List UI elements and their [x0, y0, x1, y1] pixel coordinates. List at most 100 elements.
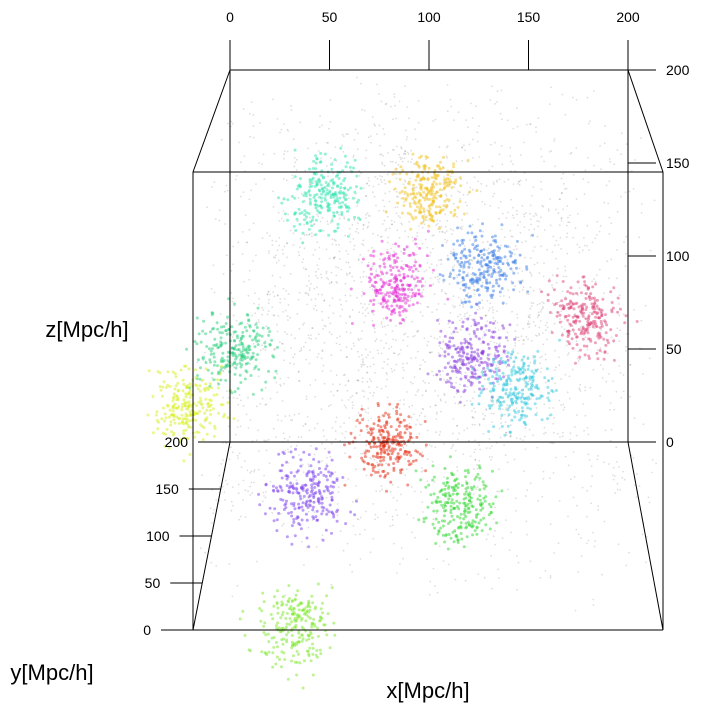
structure-point — [579, 304, 583, 308]
particle-point — [416, 235, 419, 238]
structure-point — [506, 363, 510, 367]
structure-point — [391, 435, 395, 439]
structure-point — [496, 398, 500, 402]
particle-point — [435, 411, 438, 414]
particle-point — [340, 303, 342, 306]
particle-point — [283, 157, 285, 160]
structure-point — [480, 234, 484, 238]
structure-point — [311, 215, 315, 219]
structure-point — [547, 391, 550, 395]
particle-point — [383, 205, 386, 208]
particle-point — [415, 186, 418, 189]
particle-point — [264, 349, 267, 351]
particle-point — [466, 193, 469, 196]
structure-point — [467, 357, 471, 361]
structure-point — [480, 352, 484, 356]
particle-point — [515, 209, 518, 212]
structure-point — [411, 197, 415, 201]
structure-point — [379, 459, 383, 463]
structure-point — [474, 334, 478, 338]
particle-point — [232, 314, 235, 317]
particle-point — [615, 390, 618, 393]
particle-point — [579, 383, 582, 386]
particle-point — [345, 346, 348, 349]
structure-point — [362, 292, 366, 296]
structure-point — [451, 369, 454, 373]
structure-point — [216, 327, 220, 331]
particle-point — [360, 281, 363, 283]
structure-point — [408, 268, 412, 272]
particle-point — [517, 182, 519, 185]
particle-point — [273, 348, 275, 351]
structure-point — [579, 291, 583, 295]
particle-point — [504, 374, 507, 377]
particle-point — [523, 213, 525, 216]
particle-point — [426, 305, 429, 308]
structure-point — [442, 178, 446, 182]
particle-point — [393, 96, 396, 98]
particle-point — [334, 256, 336, 258]
structure-point — [392, 292, 396, 296]
particle-point — [286, 150, 289, 153]
particle-point — [224, 479, 227, 482]
structure-point — [147, 369, 151, 373]
particle-point — [245, 241, 248, 244]
structure-point — [172, 404, 175, 408]
particle-point — [400, 547, 403, 549]
particle-point — [323, 435, 325, 438]
structure-point — [166, 404, 170, 408]
particle-point — [372, 537, 375, 540]
structure-point — [176, 389, 180, 393]
structure-point — [380, 449, 384, 453]
particle-point — [525, 212, 527, 215]
structure-point — [458, 357, 462, 361]
particle-point — [496, 310, 498, 312]
structure-point — [485, 256, 489, 260]
particle-point — [492, 181, 495, 184]
particle-point — [395, 173, 398, 176]
particle-point — [346, 356, 348, 358]
structure-point — [458, 243, 462, 247]
particle-point — [222, 273, 225, 275]
particle-point — [293, 156, 296, 159]
particle-point — [394, 172, 396, 175]
particle-point — [328, 257, 331, 260]
structure-point — [381, 305, 385, 309]
particle-point — [575, 340, 578, 343]
particle-point — [562, 208, 565, 211]
particle-point — [343, 216, 345, 219]
particle-point — [304, 169, 307, 172]
structure-point — [307, 212, 311, 215]
structure-point — [477, 321, 480, 325]
particle-point — [386, 378, 388, 381]
structure-point — [485, 280, 488, 284]
particle-point — [410, 417, 412, 419]
structure-point — [321, 538, 325, 542]
structure-point — [395, 260, 399, 264]
particle-point — [567, 515, 569, 518]
structure-point — [595, 312, 599, 316]
particle-point — [415, 253, 418, 256]
structure-point — [472, 256, 476, 260]
particle-point — [488, 169, 491, 172]
particle-point — [422, 295, 425, 298]
structure-point — [301, 231, 305, 235]
structure-point — [568, 342, 571, 346]
structure-point — [387, 444, 391, 448]
particle-point — [273, 349, 276, 351]
particle-point — [474, 411, 477, 413]
structure-point — [187, 425, 191, 429]
particle-point — [558, 364, 561, 367]
structure-point — [501, 359, 505, 363]
particle-point — [330, 157, 332, 160]
particle-point — [509, 435, 512, 438]
structure-point — [502, 375, 506, 379]
structure-point — [467, 286, 471, 290]
particle-point — [261, 163, 263, 166]
particle-point — [560, 310, 563, 313]
particle-point — [323, 299, 326, 302]
structure-point — [396, 402, 400, 406]
structure-point — [446, 257, 450, 261]
particle-point — [537, 499, 540, 502]
structure-point — [487, 404, 491, 408]
